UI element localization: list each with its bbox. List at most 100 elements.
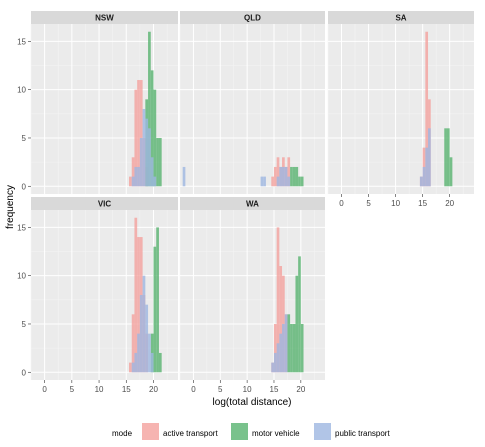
facet-strip-nsw [31, 11, 178, 24]
x-tick-label: 15 [418, 199, 427, 208]
x-tick-label: 0 [339, 199, 344, 208]
bar-qld-public-transport [260, 176, 264, 187]
x-tick-label: 20 [445, 199, 454, 208]
bar-qld-motor-vehicle [290, 166, 293, 187]
facet-strip-sa [328, 11, 474, 24]
bar-vic-active-transport [134, 217, 138, 373]
bar-vic-public-transport [148, 333, 151, 373]
bar-nsw-public-transport [142, 109, 146, 187]
histogram-bars [129, 31, 453, 373]
bar-wa-active-transport [273, 323, 277, 373]
bar-nsw-active-transport [131, 157, 135, 187]
y-axis-title: frequency [5, 185, 16, 229]
legend-key-active-transport [142, 423, 159, 440]
bar-sa-public-transport [425, 147, 429, 187]
bar-sa-motor-vehicle [449, 157, 453, 187]
axis-ticks: 0 5 10 15 0 5 10 15 20 0 5 10 15 0 5 10 15 20 0 5 10 15 20 [17, 37, 455, 394]
y-tick-label: 0 [22, 182, 27, 191]
x-tick-label: 5 [218, 385, 223, 394]
bar-sa-public-transport [428, 128, 431, 187]
bar-sa-public-transport [419, 176, 423, 187]
bar-vic-public-transport [150, 352, 154, 373]
bar-wa-active-transport [276, 227, 280, 373]
x-tick-label: 20 [149, 385, 158, 394]
bar-nsw-public-transport [134, 166, 138, 187]
bar-vic-motor-vehicle [150, 333, 154, 373]
bar-vic-motor-vehicle [158, 352, 162, 373]
bar-vic-motor-vehicle [153, 246, 157, 373]
bar-qld-public-transport [284, 166, 288, 187]
bar-vic-public-transport [137, 333, 140, 373]
bar-nsw-active-transport [129, 176, 132, 187]
x-tick-label: 0 [42, 385, 47, 394]
legend-label-motor-vehicle: motor vehicle [252, 429, 300, 438]
facet-strip-label-nsw: NSW [95, 14, 114, 23]
bar-qld-motor-vehicle [292, 166, 296, 187]
bar-nsw-active-transport [139, 80, 143, 187]
legend-label-public-transport: public transport [335, 429, 390, 438]
x-tick-label: 15 [270, 385, 279, 394]
bar-vic-motor-vehicle [156, 227, 159, 373]
bar-vic-public-transport [134, 352, 138, 373]
bar-wa-public-transport [276, 343, 280, 373]
y-tick-label: 15 [17, 223, 26, 232]
bar-vic-active-transport [129, 362, 132, 373]
legend-title: mode [112, 429, 133, 438]
bar-qld-motor-vehicle [295, 166, 299, 187]
bar-nsw-public-transport [139, 137, 143, 187]
y-tick-label: 0 [22, 368, 27, 377]
legend: mode active transport motor vehicle public… [112, 423, 390, 440]
bar-sa-motor-vehicle [444, 128, 447, 187]
bar-qld-public-transport [276, 176, 280, 187]
x-tick-label: 20 [296, 385, 305, 394]
x-tick-label: 10 [391, 199, 400, 208]
bar-nsw-active-transport [137, 80, 140, 187]
bar-qld-motor-vehicle [298, 176, 301, 187]
bar-wa-motor-vehicle [298, 256, 301, 373]
y-tick-label: 15 [17, 37, 26, 46]
bar-wa-motor-vehicle [295, 275, 299, 373]
bar-nsw-public-transport [148, 128, 151, 187]
x-tick-label: 0 [191, 385, 196, 394]
y-tick-label: 10 [17, 272, 26, 281]
bar-nsw-motor-vehicle [158, 137, 162, 187]
bar-qld-active-transport [271, 176, 274, 187]
bar-qld-public-transport [287, 176, 291, 187]
x-tick-label: 5 [366, 199, 371, 208]
bar-wa-active-transport [279, 266, 283, 373]
bar-qld-active-transport [273, 166, 277, 187]
bar-vic-public-transport [131, 362, 135, 373]
bar-wa-motor-vehicle [290, 323, 293, 373]
bar-nsw-motor-vehicle [148, 31, 151, 187]
y-tick-label: 10 [17, 86, 26, 95]
x-tick-label: 5 [70, 385, 75, 394]
bar-wa-public-transport [284, 314, 288, 373]
bar-sa-active-transport [425, 31, 429, 187]
facet-strip-qld [180, 11, 325, 24]
bar-wa-public-transport [271, 362, 274, 373]
facet-panels: NSW QLD SA VIC WA [30, 11, 474, 380]
bar-sa-public-transport [422, 166, 426, 187]
facet-strip-label-vic: VIC [98, 200, 112, 209]
bar-vic-public-transport [139, 295, 143, 373]
bar-nsw-public-transport [131, 176, 135, 187]
x-axis-title: log(total distance) [213, 397, 292, 408]
bar-nsw-motor-vehicle [150, 70, 154, 187]
bar-nsw-motor-vehicle [156, 137, 159, 187]
legend-key-motor-vehicle [231, 423, 248, 440]
facet-strip-vic [31, 197, 178, 210]
bar-qld-active-transport [276, 157, 280, 187]
bar-vic-public-transport [142, 275, 146, 373]
x-tick-label: 10 [95, 385, 104, 394]
legend-key-public-transport [314, 423, 331, 440]
bar-vic-active-transport [131, 314, 135, 373]
bar-qld-public-transport [182, 166, 186, 187]
bar-qld-active-transport [287, 157, 291, 187]
y-tick-label: 5 [22, 320, 27, 329]
facet-strip-label-wa: WA [246, 200, 259, 209]
facet-panel-qld [180, 24, 325, 194]
bar-wa-public-transport [282, 323, 285, 373]
x-tick-label: 10 [243, 385, 252, 394]
facet-strip-wa [180, 197, 325, 210]
